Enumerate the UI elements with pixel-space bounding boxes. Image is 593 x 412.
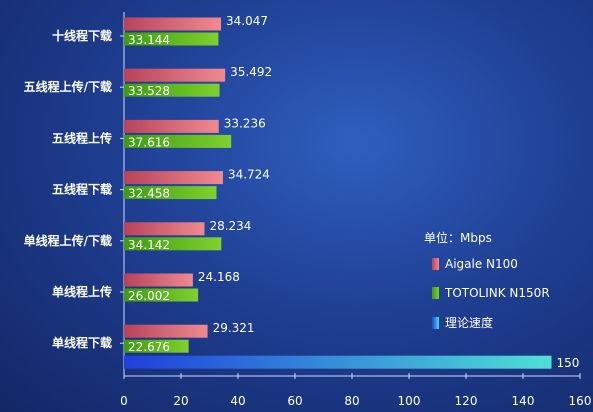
category-label: 单线程上传/下载: [24, 233, 112, 248]
bar-aigale-n100: [124, 222, 205, 236]
x-tick-label: 120: [455, 394, 478, 408]
x-tick-label: 40: [230, 394, 245, 408]
unit-label: 单位：Mbps: [424, 230, 492, 245]
category-label: 十线程下载: [52, 28, 112, 43]
category-label: 五线程下载: [52, 182, 112, 197]
data-label: 37.616: [128, 135, 170, 149]
data-label: 24.168: [198, 270, 240, 284]
category-labels: 十线程下载五线程上传/下载五线程上传五线程下载单线程上传/下载单线程上传单线程下…: [24, 28, 112, 350]
category-label: 单线程下载: [52, 335, 112, 350]
data-label: 33.144: [128, 33, 170, 47]
bar-totolink-n150r: [124, 288, 199, 302]
data-label: 34.047: [226, 14, 268, 28]
bar-totolink-n150r: [124, 32, 219, 46]
bar-aigale-n100: [124, 119, 219, 133]
x-tick-label: 60: [287, 394, 302, 408]
bar-totolink-n150r: [124, 186, 217, 200]
data-label: 33.528: [128, 84, 170, 98]
data-label: 35.492: [230, 65, 272, 79]
data-label: 32.458: [128, 187, 170, 201]
data-label: 28.234: [209, 219, 251, 233]
bars-layer: 34.047 35.492 33.236 34.724 28.234 24.168 29.3…: [120, 12, 579, 376]
data-label: 33.236: [224, 116, 266, 130]
bar-aigale-n100: [124, 68, 226, 82]
bar-aigale-n100: [124, 273, 193, 287]
legend-swatch: [432, 258, 439, 270]
legend: 单位：Mbps Aigale N100 TOTOLINK N150R 理论速度: [424, 230, 550, 330]
data-label: 34.142: [128, 238, 170, 252]
x-tick-label: 140: [512, 394, 535, 408]
bar-totolink-n150r: [124, 134, 232, 148]
data-label: 26.002: [128, 289, 170, 303]
legend-swatch: [432, 317, 439, 329]
bar-aigale-n100: [124, 171, 223, 185]
x-tick-label: 100: [398, 394, 421, 408]
legend-label: Aigale N100: [445, 257, 518, 271]
x-tick-label: 160: [569, 394, 592, 408]
x-axis-ticks: 0 20 40 60 80 100 120 140 160: [120, 373, 591, 408]
bar-aigale-n100: [124, 17, 222, 31]
data-label: 150: [557, 356, 580, 370]
category-label: 单线程上传: [52, 284, 112, 299]
category-label: 五线程上传: [52, 130, 112, 145]
bar-totolink-n150r: [124, 237, 222, 251]
bar-totolink-n150r: [124, 339, 189, 353]
x-tick-label: 20: [173, 394, 188, 408]
x-tick-label: 80: [344, 394, 359, 408]
data-label: 34.724: [228, 168, 270, 182]
legend-label: TOTOLINK N150R: [444, 286, 550, 300]
bar-aigale-n100: [124, 324, 208, 338]
data-label: 29.321: [213, 321, 255, 335]
x-tick-label: 0: [120, 394, 128, 408]
legend-label: 理论速度: [445, 315, 493, 330]
data-label: 22.676: [128, 340, 170, 354]
bar-totolink-n150r: [124, 83, 220, 97]
bar-理论速度: [124, 355, 552, 369]
legend-swatch: [432, 287, 439, 299]
category-label: 五线程上传/下载: [24, 79, 112, 94]
